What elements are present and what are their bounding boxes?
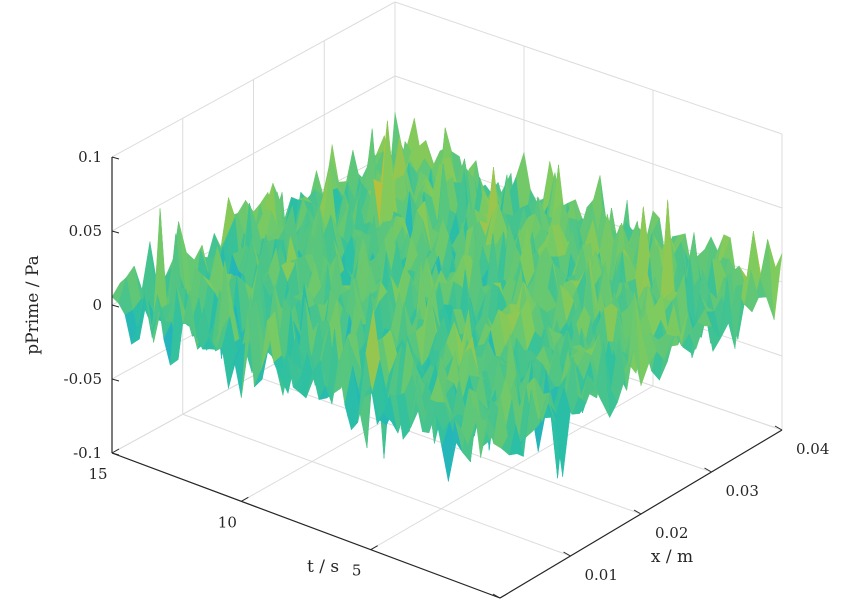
- x-tick-label: 0.02: [655, 524, 688, 542]
- x-tick-label: 0.04: [796, 440, 829, 458]
- z-tick: [111, 378, 120, 382]
- t-tick: [241, 496, 249, 502]
- t-axis-line: [111, 452, 501, 599]
- t-axis-label: t / s: [307, 557, 339, 577]
- t-tick-label: 5: [352, 562, 362, 580]
- z-tick-label: -0.1: [73, 444, 102, 462]
- t-tick: [111, 448, 120, 454]
- z-tick: [111, 156, 120, 160]
- x-tick: [704, 467, 712, 473]
- z-tick-labels: 0.1 0.05 0 -0.05 -0.1: [64, 148, 102, 462]
- z-gridline-back-x: [394, 75, 783, 209]
- x-axis-label: x / m: [651, 547, 693, 567]
- z-tick-label: 0.1: [78, 148, 102, 166]
- z-tick: [111, 230, 120, 234]
- x-tick: [492, 593, 501, 599]
- z-tick-label: 0.05: [69, 222, 102, 240]
- x-tick: [563, 551, 571, 557]
- x-tick-label: 0.01: [585, 566, 618, 584]
- z-tick: [111, 304, 120, 308]
- z-tick-label: -0.05: [64, 370, 102, 388]
- x-tick-label: 0.03: [726, 482, 759, 500]
- surface-mesh: [111, 112, 783, 482]
- t-tick-labels: 15 10 5 0: [88, 465, 362, 580]
- x-tick-labels: 0 0.01 0.02 0.03 0.04: [585, 440, 830, 584]
- x-gridline-floor: [182, 413, 571, 557]
- t-tick-label: 15: [88, 465, 107, 483]
- t-tick: [499, 593, 508, 599]
- x-tick: [774, 425, 783, 431]
- axes-frame: [111, 156, 783, 599]
- z-gridline-back-x: [394, 1, 783, 135]
- surface-patch: [493, 394, 509, 449]
- t-gridline-floor: [370, 385, 654, 551]
- z-tick-label: 0: [92, 296, 102, 314]
- t-tick-label: 10: [218, 513, 237, 531]
- z-tick: [111, 452, 120, 456]
- x-tick: [633, 509, 642, 515]
- z-axis-label: pPrime / Pa: [23, 255, 43, 354]
- t-tick: [370, 545, 378, 551]
